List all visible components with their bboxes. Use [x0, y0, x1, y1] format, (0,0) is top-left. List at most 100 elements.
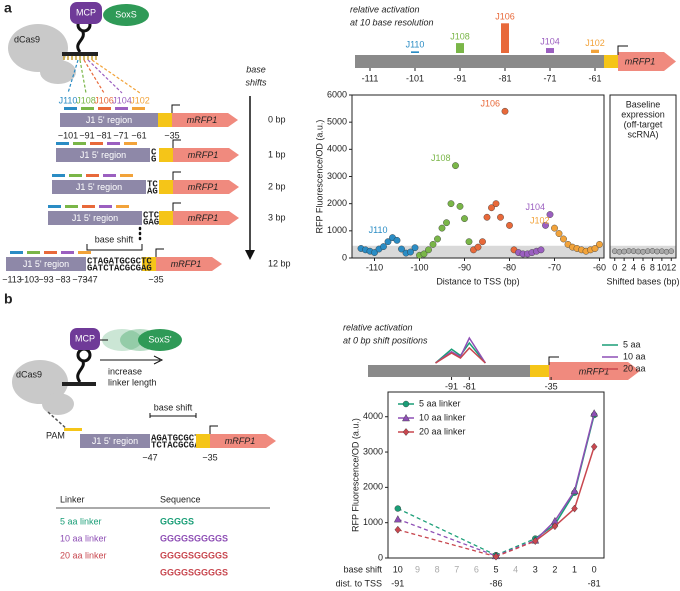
promoter-box [196, 434, 210, 448]
linker-seq: GGGGS [160, 516, 194, 526]
point [596, 241, 603, 248]
chart-title: (off-target [624, 119, 663, 129]
region-label: J1 5' region [92, 436, 138, 446]
linker-arrow [100, 339, 160, 361]
legend-label: 10 aa linker [419, 412, 466, 422]
insert-seq: AG [147, 186, 158, 196]
linker-name: 10 aa linker [60, 533, 107, 543]
bar [591, 49, 599, 53]
region-label: J1 5' region [86, 115, 132, 125]
protein-label: MCP [75, 333, 95, 343]
promoter-box [159, 148, 173, 162]
y-tick-label: 4000 [327, 144, 347, 154]
tss-arrow [548, 356, 559, 365]
site-stripe [10, 251, 23, 254]
reporter-arrow [173, 148, 239, 162]
point [640, 248, 646, 255]
x-tick-label: 4 [513, 564, 518, 574]
x-axis-label: Distance to TSS (bp) [436, 276, 519, 286]
pam-label: PAM [46, 430, 65, 440]
scrna-hairpin [76, 29, 85, 53]
legend-label: 5 aa linker [419, 398, 461, 408]
site-stripe [120, 174, 133, 177]
point [407, 248, 414, 256]
track-promoter [530, 365, 549, 377]
bar [501, 23, 509, 53]
x-tick-label: -111 [362, 73, 379, 83]
position-label: −103 [19, 274, 39, 284]
guide-teeth [63, 56, 97, 60]
region-box [60, 113, 158, 127]
promoter-box [142, 257, 156, 271]
x-tick-label: -81 [498, 73, 511, 83]
insert-seq: TCTACGCGAG [151, 440, 205, 450]
y-tick-label: 2000 [327, 198, 347, 208]
table-header: Sequence [160, 494, 201, 504]
legend-marker [402, 428, 410, 436]
reporter-label: mRFP1 [171, 259, 202, 269]
x-tick-label: -71 [543, 73, 556, 83]
linker-arrow-head [153, 355, 164, 365]
point [420, 250, 428, 258]
promoter-box [159, 211, 173, 225]
bar-label: J108 [450, 31, 470, 41]
point [461, 215, 468, 223]
promoter-box [159, 180, 173, 194]
x-tick-label: -81 [588, 578, 601, 588]
dcas9-shape [40, 60, 76, 84]
shift-label: 0 bp [268, 114, 286, 124]
panel-label: a [4, 0, 12, 16]
site-stripe [56, 142, 69, 145]
point [635, 248, 642, 255]
point [465, 238, 473, 246]
dcas9-shape [12, 360, 68, 404]
reporter-label: mRFP1 [188, 150, 219, 160]
x-axis-label: Shifted bases (bp) [606, 276, 679, 286]
x-tick-label: -90 [458, 262, 471, 272]
x-tick-label: -101 [406, 73, 424, 83]
point [555, 230, 563, 237]
insert-seq: GAG [143, 217, 159, 227]
panel-label: b [4, 291, 13, 307]
region-label: J1 5' region [23, 259, 69, 269]
scrna-loop [76, 347, 92, 363]
point [649, 248, 656, 254]
insert-seq: CTC [143, 210, 160, 220]
point [438, 224, 446, 232]
dcas9-shape [8, 24, 68, 72]
y-tick-label: 4000 [363, 411, 383, 421]
legend-label: 5 aa [623, 339, 641, 349]
series-label: J106 [480, 99, 500, 109]
x-tick-label: -80 [503, 262, 516, 272]
gap-connector [495, 537, 536, 556]
row-label: base shift [343, 564, 382, 574]
point [537, 246, 545, 254]
site-label: J104 [112, 95, 132, 105]
marker [571, 504, 578, 513]
point [668, 248, 675, 255]
track-reporter [549, 362, 640, 380]
marker [394, 505, 402, 512]
site-stripe [73, 142, 86, 145]
series-label: J104 [525, 202, 545, 212]
gap-connector [397, 518, 497, 557]
site-stripe [99, 205, 112, 208]
series-label: J108 [431, 153, 451, 163]
chart-title: Baseline [626, 99, 661, 109]
region-label: J1 5' region [72, 213, 118, 223]
point [542, 221, 549, 229]
marker [393, 515, 402, 523]
point [621, 248, 627, 255]
legend-marker [402, 400, 410, 408]
point [393, 236, 401, 244]
insert-seq: G [151, 154, 156, 164]
marker [394, 525, 402, 534]
site-label: J102 [130, 95, 150, 105]
point [371, 249, 378, 256]
point [456, 202, 464, 210]
gap-connector [495, 540, 536, 558]
series-line [435, 336, 486, 364]
site-stripe [44, 251, 57, 254]
shift-arrow-head [245, 250, 255, 260]
